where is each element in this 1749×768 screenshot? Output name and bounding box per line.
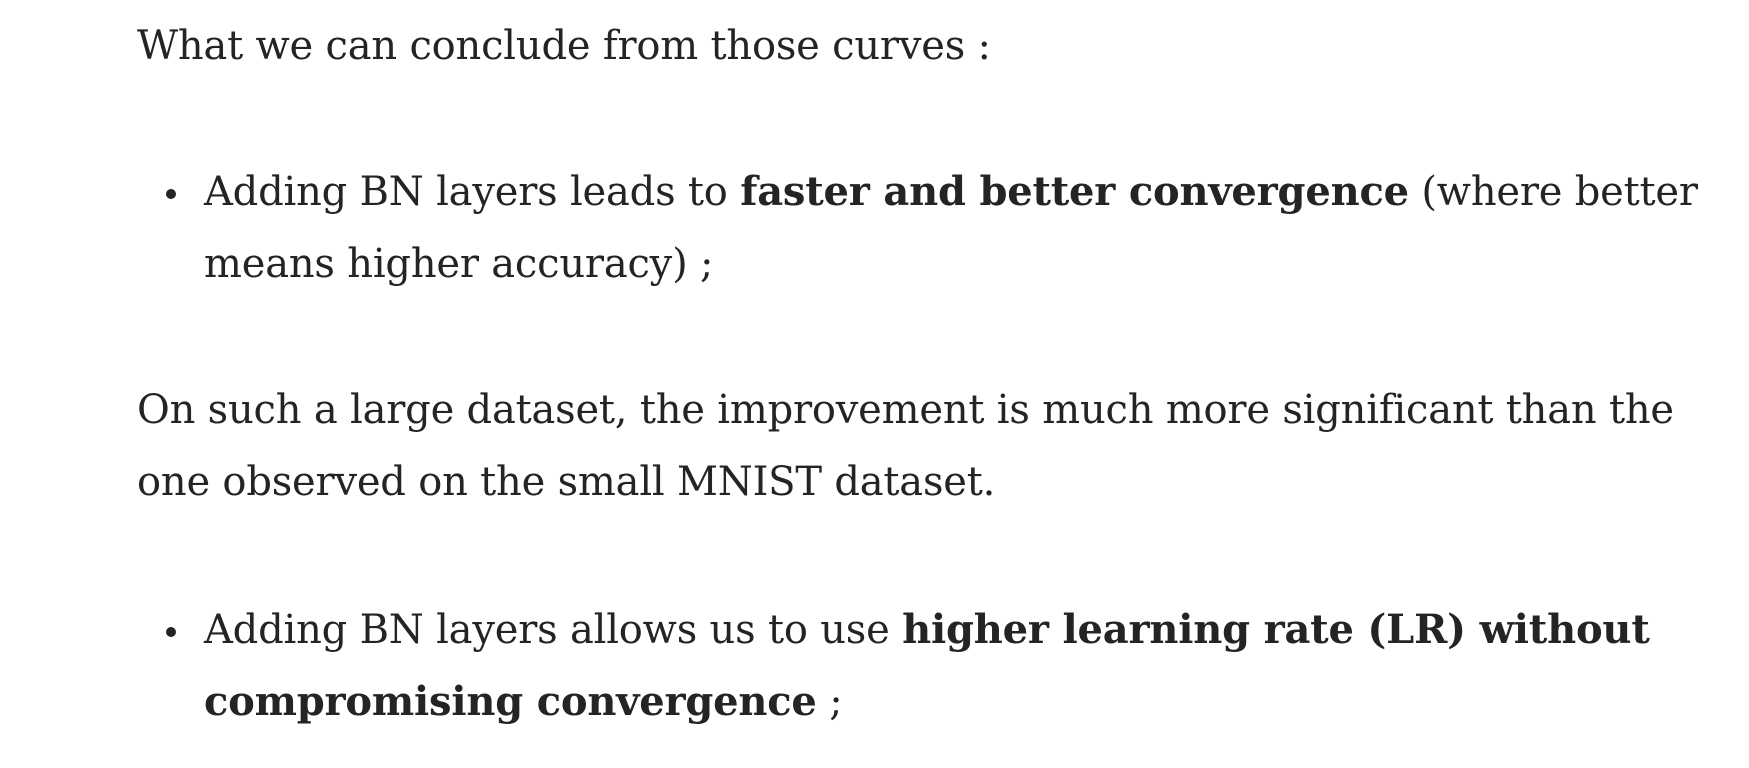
body-paragraph: On such a large dataset, the improvement…: [137, 374, 1674, 518]
intro-paragraph: What we can conclude from those curves :: [137, 10, 991, 82]
bullet2-text-after: ;: [816, 679, 843, 725]
bullet-icon: [166, 627, 176, 637]
list-item-text: Adding BN layers leads to faster and bet…: [204, 156, 1698, 300]
intro-text: What we can conclude from those curves :: [137, 23, 991, 69]
bullet2-text-before: Adding BN layers allows us to use: [204, 607, 903, 653]
bullet-icon: [166, 189, 176, 199]
bullet2-bold-line1: higher learning rate (LR) without: [902, 606, 1650, 653]
paragraph-line1: On such a large dataset, the improvement…: [137, 387, 1674, 433]
bullet1-text-after: (where better: [1408, 169, 1698, 215]
paragraph-line2: one observed on the small MNIST dataset.: [137, 459, 996, 505]
bullet2-bold-line2: compromising convergence: [204, 678, 817, 725]
list-item-text: Adding BN layers allows us to use higher…: [204, 594, 1650, 738]
bullet1-line2: means higher accuracy) ;: [204, 241, 714, 287]
bullet1-text-before: Adding BN layers leads to: [204, 169, 741, 215]
bullet1-bold-text: faster and better convergence: [740, 168, 1409, 215]
